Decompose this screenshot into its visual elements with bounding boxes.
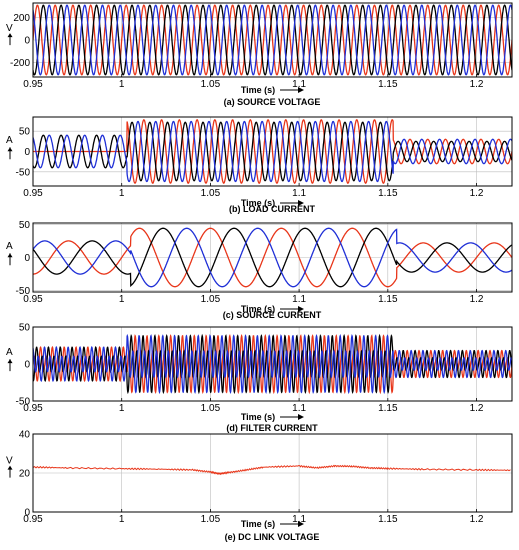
plot-frame	[32, 433, 513, 513]
series-trace	[33, 4, 512, 76]
panel-2: 0.95 1 1.05 1.1 1.15 1.2 50 0 -50 A Time (s)(c) SO…	[6, 220, 513, 320]
x-axis-label: Time (s)	[241, 519, 275, 529]
x-tick-label: 1.15	[378, 294, 398, 305]
y-tick-label: -50	[16, 397, 31, 408]
x-tick-label: 1.05	[201, 403, 221, 414]
y-unit-arrowhead	[7, 147, 13, 152]
x-axis-arrowhead	[298, 521, 304, 527]
y-tick-label: 200	[13, 13, 30, 24]
series-trace	[33, 121, 512, 182]
series-trace	[33, 119, 512, 184]
y-unit-label: A	[6, 347, 13, 358]
x-tick-label: 1.05	[201, 79, 221, 90]
x-tick-label: 1.15	[378, 514, 398, 525]
series-trace	[33, 333, 512, 395]
y-tick-label: 40	[19, 430, 31, 441]
x-tick-label: 1.1	[292, 294, 306, 305]
plot-frame	[32, 2, 513, 78]
y-tick-label: 0	[24, 36, 30, 47]
y-tick-label: -50	[16, 167, 31, 178]
panel-caption: (a) SOURCE VOLTAGE	[224, 97, 321, 107]
x-tick-label: 1.1	[292, 514, 306, 525]
x-tick-label: 1	[119, 403, 125, 414]
x-axis-arrowhead	[298, 414, 304, 420]
traces	[33, 119, 512, 184]
x-axis-label: Time (s)	[241, 198, 275, 208]
y-tick-label: 20	[19, 469, 31, 480]
series-trace	[33, 227, 512, 288]
traces	[33, 333, 512, 395]
series-trace	[33, 227, 512, 288]
y-tick-label: 50	[19, 323, 31, 334]
traces	[33, 4, 512, 76]
series-trace	[33, 4, 512, 76]
x-axis-arrowhead	[298, 87, 304, 93]
x-tick-label: 1.05	[201, 188, 221, 199]
y-unit-label: A	[6, 241, 13, 252]
plot-frame	[32, 116, 513, 187]
y-tick-label: 0	[24, 253, 30, 264]
x-tick-label: 0.95	[23, 294, 43, 305]
x-tick-label: 0.95	[23, 514, 43, 525]
x-tick-label: 1.2	[470, 79, 484, 90]
x-tick-label: 0.95	[23, 79, 43, 90]
x-tick-label: 1.2	[470, 514, 484, 525]
x-tick-label: 1.15	[378, 79, 398, 90]
panel-caption: (e) DC LINK VOLTAGE	[225, 532, 320, 542]
y-unit-arrowhead	[7, 253, 13, 258]
x-tick-label: 1.1	[292, 79, 306, 90]
panel-0: 0.95 1 1.05 1.1 1.15 1.2 200 0 -200 V Time (s) (a) …	[6, 2, 513, 107]
series-trace	[33, 464, 511, 476]
series-trace	[33, 120, 512, 183]
y-unit-label: A	[6, 135, 13, 146]
x-tick-label: 0.95	[23, 403, 43, 414]
y-tick-label: 0	[24, 360, 30, 371]
plot-frame	[32, 326, 513, 402]
x-tick-label: 1	[119, 294, 125, 305]
panel-caption: (d) FILTER CURRENT	[226, 423, 318, 433]
series-trace	[33, 4, 512, 76]
panel-4: 0.95 1 1.05 1.1 1.15 1.2 40 20 0 V Time (s) (e) DC …	[6, 430, 513, 542]
series-trace	[33, 227, 512, 288]
x-tick-label: 1.2	[470, 294, 484, 305]
y-tick-label: -50	[16, 286, 31, 297]
x-axis-arrowhead	[298, 200, 304, 206]
x-tick-label: 1.15	[378, 188, 398, 199]
x-tick-label: 1.15	[378, 403, 398, 414]
y-tick-label: 50	[19, 220, 31, 231]
x-tick-label: 1.2	[470, 188, 484, 199]
x-tick-label: 1.05	[201, 294, 221, 305]
y-tick-label: 50	[19, 127, 31, 138]
series-trace	[33, 333, 512, 395]
panel-3: 0.95 1 1.05 1.1 1.15 1.2 50 0 -50 A Time (s)(d) FI…	[6, 323, 513, 433]
y-unit-label: V	[6, 23, 13, 34]
panel-caption: (b) LOAD CURRENT	[229, 204, 315, 214]
y-unit-arrowhead	[7, 33, 13, 38]
y-tick-label: 0	[24, 508, 30, 519]
plot-frame	[32, 222, 513, 293]
x-axis-label: Time (s)	[241, 85, 275, 95]
y-unit-label: V	[6, 456, 13, 467]
traces	[33, 464, 511, 476]
x-axis-arrowhead	[298, 306, 304, 312]
x-tick-label: 1.05	[201, 514, 221, 525]
panel-caption: (c) SOURCE CURRENT	[223, 310, 322, 320]
x-tick-label: 1	[119, 514, 125, 525]
x-axis-label: Time (s)	[241, 412, 275, 422]
y-tick-label: 0	[24, 147, 30, 158]
x-tick-label: 1.1	[292, 403, 306, 414]
x-tick-label: 1	[119, 188, 125, 199]
x-tick-label: 1.2	[470, 403, 484, 414]
x-axis-label: Time (s)	[241, 304, 275, 314]
x-tick-label: 1	[119, 79, 125, 90]
y-unit-arrowhead	[7, 359, 13, 364]
y-unit-arrowhead	[7, 465, 13, 470]
traces	[33, 227, 512, 288]
x-tick-label: 0.95	[23, 188, 43, 199]
x-tick-label: 1.1	[292, 188, 306, 199]
y-tick-label: -200	[10, 58, 30, 69]
panel-1: 0.95 1 1.05 1.1 1.15 1.2 50 0 -50 A Time (s)(b) LO…	[6, 116, 513, 214]
